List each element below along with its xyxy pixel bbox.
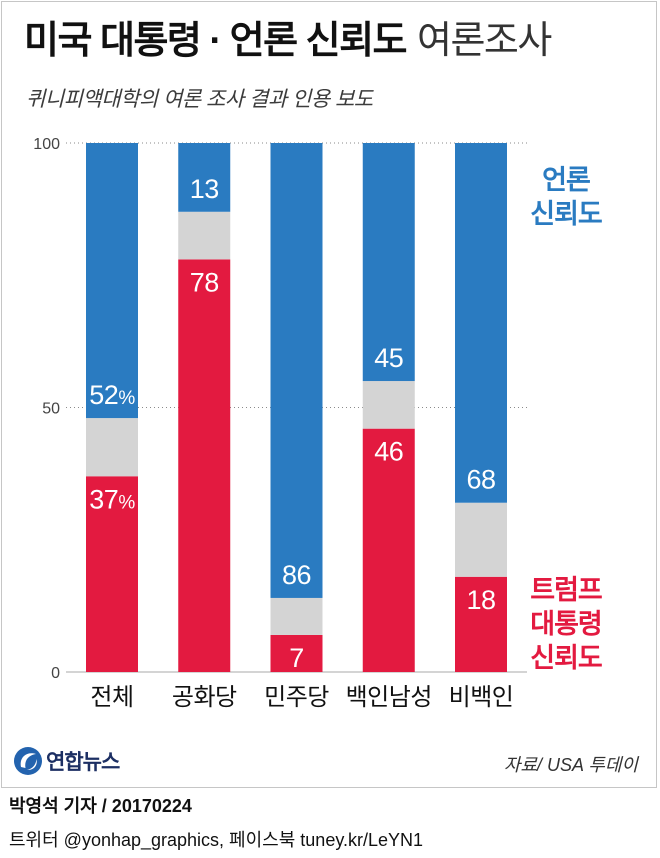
percent-sign: % (118, 492, 135, 513)
category-label: 공화당 (172, 684, 237, 711)
value-label-media-trust: 45 (374, 343, 403, 373)
bar-segment-media-trust (86, 143, 138, 419)
bar-segment-media-trust (178, 143, 231, 212)
value-label-media-trust: 86 (282, 560, 311, 590)
chart-title-suffix: 여론조사 (417, 20, 552, 62)
chart-title: 미국 대통령 · 언론 신뢰도 여론조사 (24, 16, 552, 66)
byline: 박영석 기자 / 20170224 (9, 796, 192, 816)
value-label-trump-trust: 46 (374, 437, 403, 467)
yonhap-logo-text: 연합뉴스 (46, 751, 120, 774)
value-label-media-trust: 13 (190, 174, 219, 204)
legend-media-trust: 언론 신뢰도 (530, 165, 603, 229)
chart-subtitle: 퀴니피액대학의 여론 조사 결과 인용 보도 (26, 88, 373, 111)
bar-segment-other (178, 211, 231, 260)
bar-segment-other (362, 381, 415, 429)
graphic-frame (1, 1, 657, 788)
y-tick-label: 0 (51, 665, 60, 682)
category-label: 민주당 (264, 684, 329, 711)
bar-segment-trump-trust (362, 428, 415, 672)
stacked-bar-chart: 05010037%52%전체7813공화당786민주당4645백인남성1868비… (33, 136, 527, 711)
y-tick-label: 50 (42, 401, 60, 418)
bar-segment-other (455, 502, 507, 577)
category-label: 전체 (90, 684, 133, 711)
value-label-trump-trust: 78 (190, 267, 219, 297)
bar-segment-trump-trust (86, 476, 138, 672)
value-label-trump-trust: 7 (289, 643, 304, 673)
bar-segment-trump-trust (455, 576, 507, 672)
category-label: 비백인 (449, 684, 514, 711)
bar-segment-other (86, 418, 138, 477)
social-links: 트위터 @yonhap_graphics, 페이스북 tuney.kr/LeYN… (9, 830, 424, 850)
yonhap-logo-icon (14, 747, 42, 775)
bar-segment-media-trust (270, 143, 323, 598)
value-label-media-trust: 68 (466, 465, 495, 495)
bar-segment-other (270, 597, 323, 635)
bar-segment-media-trust (455, 143, 507, 503)
chart-title-main: 미국 대통령 · 언론 신뢰도 (24, 20, 408, 62)
value-label-trump-trust: 18 (466, 585, 495, 615)
legend-trump-trust: 트럼프 대통령 신뢰도 (530, 575, 603, 673)
bar-segment-trump-trust (178, 259, 231, 672)
bar-segment-media-trust (362, 143, 415, 382)
yonhap-logo: 연합뉴스 (13, 745, 120, 777)
y-tick-label: 100 (33, 136, 60, 153)
category-label: 백인남성 (346, 684, 432, 711)
data-source: 자료/ USA 투데이 (503, 755, 638, 775)
bar-segment-trump-trust (270, 634, 323, 672)
percent-sign: % (118, 388, 135, 409)
